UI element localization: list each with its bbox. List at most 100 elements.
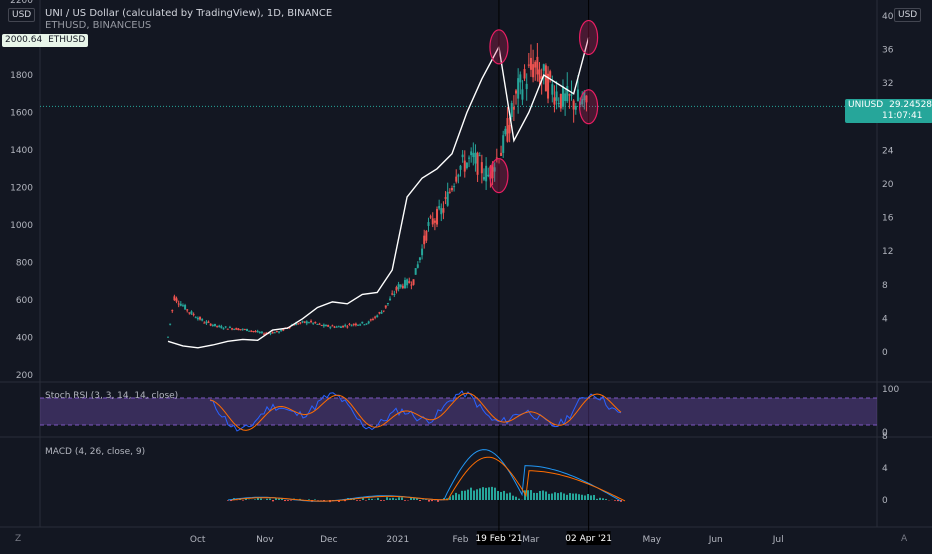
candle-body <box>274 332 276 333</box>
macd-histogram-bar <box>479 488 481 500</box>
candle-body <box>447 192 449 206</box>
left-axis-tick: 400 <box>16 334 33 344</box>
candle-body <box>252 331 254 332</box>
candle-body <box>361 322 363 323</box>
candle-body <box>310 321 312 322</box>
macd-histogram-bar <box>590 495 592 500</box>
candle-body <box>338 326 340 327</box>
candle-body <box>201 319 203 321</box>
macd-histogram-bar <box>242 500 244 501</box>
auto-scale-icon[interactable]: A <box>901 534 907 544</box>
candle-body <box>173 296 175 300</box>
candle-body <box>515 90 517 93</box>
candle-body <box>449 192 451 193</box>
candle-body <box>395 287 397 290</box>
candle-body <box>197 318 199 320</box>
candle-body <box>551 84 553 94</box>
macd-histogram-bar <box>587 494 589 500</box>
signal-line <box>232 457 625 501</box>
candles <box>167 43 587 338</box>
candle-body <box>571 94 573 95</box>
candle-body <box>370 319 372 320</box>
candle-body <box>195 317 197 318</box>
candle-body <box>205 322 207 324</box>
macd-histogram-bar <box>272 500 274 501</box>
candle-body <box>460 166 462 170</box>
candle-body <box>417 264 419 268</box>
candle-body <box>562 86 564 107</box>
candle-body <box>410 285 412 286</box>
annotation-circle <box>580 90 598 124</box>
macd-histogram-bar <box>383 500 385 501</box>
macd-histogram-bar <box>614 500 616 501</box>
candle-body <box>455 177 457 182</box>
macd-histogram-bar <box>254 499 256 500</box>
stoch-rsi-label[interactable]: Stoch RSI (3, 3, 14, 14, close) <box>45 391 178 401</box>
macd-histogram-bar <box>605 499 607 500</box>
left-axis-tick: 800 <box>16 259 33 269</box>
macd-histogram-bar <box>515 497 517 500</box>
candle-body <box>231 328 233 329</box>
left-axis-tick: 1200 <box>10 184 33 194</box>
candle-body <box>393 294 395 295</box>
candle-body <box>387 303 389 304</box>
left-axis-tick: 1600 <box>10 109 33 119</box>
candle-body <box>398 284 400 289</box>
macd-histogram-bar <box>359 500 361 501</box>
candle-body <box>481 162 483 173</box>
candle-body <box>434 221 436 223</box>
candle-body <box>182 305 184 306</box>
candle-body <box>513 107 515 110</box>
candle-body <box>190 311 192 314</box>
macd-histogram-bar <box>266 499 268 500</box>
left-axis-tick: 2200 <box>10 0 33 6</box>
candle-body <box>316 324 318 325</box>
candle-body <box>240 329 242 330</box>
macd-histogram-bar <box>389 498 391 500</box>
candle-body <box>442 208 444 213</box>
candle-body <box>545 65 547 91</box>
candle-body <box>427 222 429 226</box>
candle-body <box>244 329 246 330</box>
candle-body <box>423 236 425 245</box>
macd-histogram-bar <box>530 490 532 500</box>
candle-body <box>445 197 447 199</box>
uni-badge-symbol: UNIUSD <box>848 100 883 110</box>
candle-body <box>323 325 325 327</box>
macd-histogram-bar <box>566 495 568 500</box>
left-axis-tick: 600 <box>16 296 33 306</box>
candle-body <box>276 331 278 332</box>
macd-histogram-bar <box>470 488 472 500</box>
candle-body <box>457 175 459 177</box>
candle-body <box>381 312 383 314</box>
macd-histogram-bar <box>428 500 430 502</box>
macd-histogram-bar <box>494 488 496 500</box>
candle-body <box>521 89 523 99</box>
chart-title: UNI / US Dollar (calculated by TradingVi… <box>45 8 332 19</box>
left-axis-tick: 1400 <box>10 146 33 156</box>
macd-histogram-bar <box>506 493 508 500</box>
time-axis-label: Dec <box>320 535 337 545</box>
right-unit-label[interactable]: USD <box>894 8 921 22</box>
time-axis-label: Jun <box>708 535 723 545</box>
left-unit-label[interactable]: USD <box>8 8 35 22</box>
candle-body <box>223 328 225 329</box>
candle-body <box>462 155 464 158</box>
macd-label[interactable]: MACD (4, 26, close, 9) <box>45 447 145 457</box>
candle-body <box>415 268 417 275</box>
candle-body <box>419 257 421 260</box>
candle-body <box>334 327 336 328</box>
zoom-icon[interactable]: Z <box>15 534 21 544</box>
candle-body <box>344 325 346 326</box>
candle-body <box>355 324 357 326</box>
macd-histogram-bar <box>308 499 310 500</box>
candle-body <box>199 317 201 320</box>
candle-body <box>321 325 323 326</box>
macd-histogram-bar <box>545 492 547 500</box>
candle-body <box>212 325 214 326</box>
uni-last-price: 29.24528001 <box>889 100 932 110</box>
candle-body <box>306 321 308 323</box>
macd-axis-tick: 8 <box>882 432 888 442</box>
